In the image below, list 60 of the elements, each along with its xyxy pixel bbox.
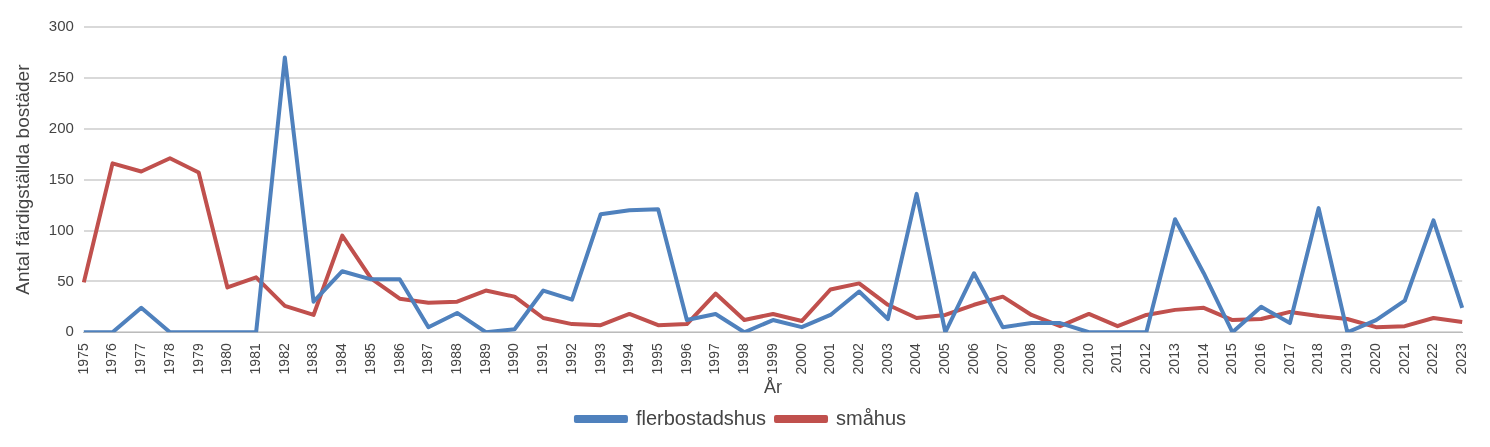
x-tick-label: 2011 (1108, 343, 1125, 374)
x-tick-label: 2007 (993, 343, 1010, 375)
x-tick-label: 1975 (74, 343, 91, 375)
x-tick-label: 2019 (1338, 343, 1355, 375)
x-tick-label: 1990 (505, 343, 522, 375)
x-tick-label: 2022 (1424, 343, 1441, 375)
x-tick-label: 2015 (1223, 343, 1240, 375)
y-tick-label: 100 (48, 220, 74, 238)
x-tick-label: 1986 (390, 343, 407, 375)
x-tick-label: 1981 (246, 343, 263, 375)
y-tick-label: 300 (48, 17, 74, 35)
y-tick-label: 250 (48, 68, 74, 86)
x-tick-label: 2017 (1280, 343, 1297, 375)
x-tick-label: 2002 (850, 343, 867, 375)
x-tick-label: 2003 (878, 343, 895, 375)
x-tick-label: 1979 (189, 343, 206, 375)
x-tick-label: 1989 (476, 343, 493, 375)
y-tick-label: 200 (48, 118, 74, 136)
x-tick-label: 2016 (1252, 343, 1269, 375)
x-tick-label: 2014 (1194, 343, 1211, 375)
x-tick-label: 2013 (1165, 343, 1182, 375)
x-tick-label: 1996 (677, 343, 694, 375)
x-tick-label: 1991 (534, 343, 551, 375)
y-tick-label: 0 (65, 322, 74, 340)
x-tick-label: 2005 (936, 343, 953, 375)
y-axis-title: Antal färdigställda bostäder (11, 63, 33, 295)
x-tick-label: 2004 (907, 343, 924, 375)
legend-label: småhus (836, 406, 907, 429)
x-tick-label: 2020 (1366, 343, 1383, 375)
x-tick-label: 1987 (419, 343, 436, 375)
y-tick-label: 50 (57, 271, 74, 289)
x-tick-label: 1997 (706, 343, 723, 375)
x-tick-label: 1988 (448, 343, 464, 375)
x-tick-label: 1994 (620, 343, 637, 375)
x-tick-label: 2012 (1137, 343, 1154, 375)
x-tick-label: 2021 (1395, 343, 1412, 375)
x-tick-label: 1983 (304, 343, 321, 375)
x-tick-label: 1978 (160, 343, 177, 375)
x-tick-label: 2018 (1309, 343, 1326, 375)
x-tick-label: 1999 (763, 343, 780, 375)
x-tick-label: 2000 (792, 343, 809, 375)
x-tick-label: 2023 (1453, 343, 1470, 375)
x-axis-title: År (764, 377, 783, 398)
x-tick-label: 2001 (821, 343, 838, 375)
x-tick-label: 1992 (562, 343, 579, 375)
x-tick-label: 2008 (1022, 343, 1039, 375)
x-tick-label: 1977 (132, 343, 149, 375)
x-tick-label: 1984 (333, 343, 350, 375)
x-tick-label: 1980 (218, 343, 235, 375)
x-tick-label: 1976 (103, 343, 120, 375)
x-tick-label: 2010 (1079, 343, 1096, 375)
x-tick-label: 2006 (964, 343, 981, 375)
x-tick-label: 1982 (275, 343, 292, 375)
x-tick-label: 2009 (1051, 343, 1068, 375)
x-tick-label: 1985 (361, 343, 378, 375)
x-tick-label: 1993 (591, 343, 608, 375)
x-tick-label: 1995 (649, 343, 666, 375)
x-tick-label: 1998 (735, 343, 752, 375)
y-tick-label: 150 (48, 169, 74, 187)
legend-label: flerbostadshus (635, 406, 767, 429)
